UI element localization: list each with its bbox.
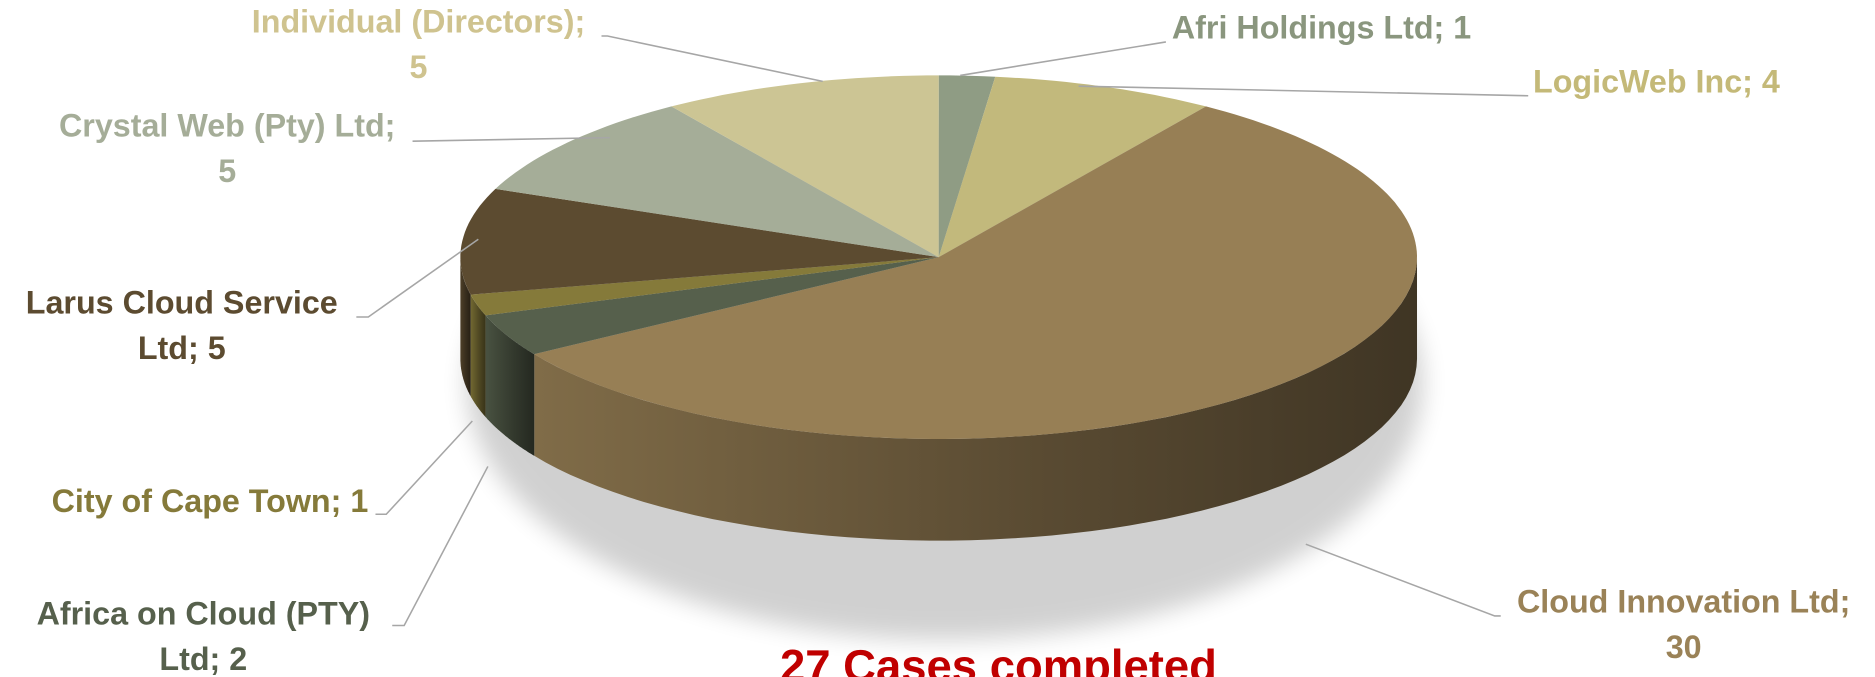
pie-slice bbox=[495, 106, 939, 258]
data-label: Larus Cloud Service bbox=[26, 285, 338, 321]
chart-title: 27 Cases completed bbox=[780, 641, 1217, 677]
data-labels: Afri Holdings Ltd; 1 LogicWeb Inc; 4 Cloud… bbox=[26, 4, 1851, 677]
leader-line bbox=[412, 136, 610, 142]
pie-tops bbox=[460, 75, 1418, 439]
pie-slice bbox=[671, 75, 939, 258]
pie-sides bbox=[460, 257, 1418, 541]
data-label: Individual (Directors); bbox=[252, 4, 585, 40]
data-label: Ltd; 5 bbox=[138, 330, 226, 366]
data-label: 5 bbox=[218, 153, 236, 189]
data-label: Ltd; 2 bbox=[159, 641, 247, 677]
leader-line bbox=[960, 41, 1167, 77]
pie-slice bbox=[470, 257, 939, 316]
pie-side bbox=[470, 294, 486, 418]
leader-line bbox=[601, 35, 823, 83]
data-label: Afri Holdings Ltd; 1 bbox=[1172, 10, 1471, 46]
leader-line bbox=[392, 466, 489, 627]
data-label: City of Cape Town; 1 bbox=[52, 483, 369, 519]
pie-slice bbox=[534, 106, 1418, 439]
pie-side bbox=[485, 315, 535, 456]
leader-line bbox=[1078, 85, 1529, 97]
pie-slice bbox=[938, 76, 1206, 258]
leader-line bbox=[375, 420, 473, 516]
pie-side bbox=[534, 257, 1418, 541]
pie-slice bbox=[460, 188, 939, 295]
leader-line bbox=[1305, 543, 1501, 617]
data-label: Africa on Cloud (PTY) bbox=[37, 595, 370, 631]
pie-side bbox=[460, 257, 471, 397]
pie-slice bbox=[485, 257, 939, 355]
data-label: Crystal Web (Pty) Ltd; bbox=[59, 108, 395, 144]
data-label: 30 bbox=[1666, 629, 1702, 665]
data-label: LogicWeb Inc; 4 bbox=[1533, 63, 1780, 99]
data-label: 5 bbox=[410, 49, 428, 85]
leader-line bbox=[356, 238, 479, 318]
pie-slice bbox=[938, 75, 996, 258]
data-label: Cloud Innovation Ltd; bbox=[1517, 583, 1850, 619]
